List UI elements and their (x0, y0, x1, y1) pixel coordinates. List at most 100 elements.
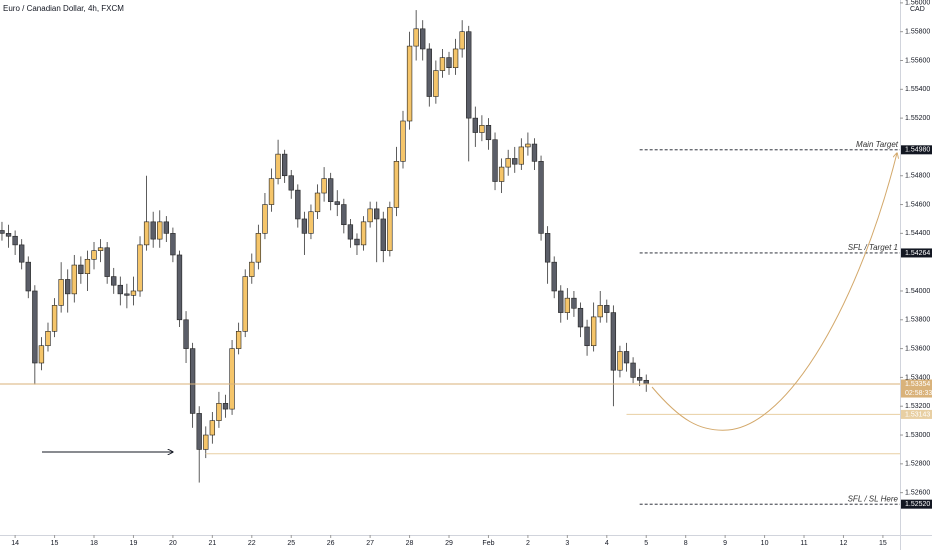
x-tick-label: 5 (644, 540, 648, 547)
level-label: SFL / Target 1 (848, 243, 898, 252)
candle-body (65, 279, 71, 295)
candle-body (544, 233, 551, 263)
candle-body (643, 379, 649, 385)
x-tick-label: 20 (169, 540, 177, 547)
candle-body (45, 331, 51, 347)
candle-body (525, 143, 531, 148)
candle-body (189, 348, 196, 414)
y-tick-label: 1.55400 (905, 86, 930, 93)
level-label: Main Target (856, 140, 899, 149)
y-tick-label: 1.55200 (905, 115, 930, 122)
candle-body (623, 351, 630, 364)
candle-body (374, 208, 380, 220)
x-tick-label: 19 (130, 540, 138, 547)
x-tick-label: 21 (208, 540, 216, 547)
candle-body (137, 244, 143, 292)
candle-body (5, 233, 12, 237)
candle-body (636, 377, 643, 381)
candle-body (242, 276, 248, 332)
candle-body (610, 312, 617, 371)
candle-body (78, 264, 84, 274)
candle-body (117, 284, 123, 295)
candle-body (97, 247, 104, 251)
candle-body (222, 403, 229, 410)
x-tick-label: 3 (565, 540, 569, 547)
candle-body (281, 153, 288, 177)
x-tick-label: Feb (482, 540, 494, 547)
candle-body (393, 161, 400, 208)
price-label: 1.53354 (905, 381, 930, 388)
candle-body (485, 125, 492, 141)
x-tick-label: 29 (445, 540, 453, 547)
candle-body (538, 161, 544, 234)
y-tick-label: 1.54600 (905, 201, 930, 208)
y-tick-label: 1.56000 (905, 0, 930, 7)
candle-body (413, 28, 419, 47)
y-tick-label: 1.55800 (905, 29, 930, 36)
candle-body (262, 204, 268, 234)
candle-body (341, 204, 347, 226)
candle-body (571, 297, 577, 309)
candle-body (12, 235, 18, 246)
candle-body (314, 192, 321, 213)
candle-body (498, 166, 505, 182)
candle-body (551, 261, 557, 292)
x-tick-label: 11 (800, 540, 807, 547)
y-tick-label: 1.54000 (905, 288, 930, 295)
y-tick-label: 1.53200 (905, 403, 930, 410)
candle-body (472, 117, 478, 133)
candle-body (630, 362, 636, 378)
candle-body (295, 189, 301, 220)
candle-body (446, 57, 452, 69)
x-tick-label: 2 (526, 540, 530, 547)
x-tick-label: 18 (90, 540, 98, 547)
candle-body (249, 261, 255, 277)
x-tick-label: 8 (684, 540, 688, 547)
candle-body (420, 28, 426, 50)
candle-body (558, 290, 564, 313)
x-tick-label: 12 (840, 540, 848, 547)
y-tick-label: 1.55600 (905, 57, 930, 64)
candle-body (597, 305, 603, 318)
candle-body (216, 403, 222, 421)
price-label-bg (901, 248, 932, 258)
candle-body (170, 233, 176, 256)
candle-body (209, 420, 216, 436)
price-label: 1.52520 (905, 501, 930, 508)
price-label-bg (901, 409, 932, 419)
x-tick-label: 22 (248, 540, 256, 547)
candle-body (104, 247, 110, 277)
candle-body (328, 178, 334, 202)
candle-body (111, 276, 117, 286)
x-tick-label: 26 (327, 540, 335, 547)
candle-body (492, 139, 498, 182)
candle-body (380, 218, 386, 251)
candle-body (51, 305, 58, 332)
x-tick-label: 28 (406, 540, 414, 547)
x-tick-label: 9 (723, 540, 727, 547)
candle-body (25, 261, 31, 292)
candle-body (334, 201, 340, 205)
price-label-bg (901, 379, 932, 398)
x-tick-label: 14 (11, 540, 19, 547)
plot-area (0, 10, 900, 505)
x-tick-label: 15 (51, 540, 59, 547)
candle-body (347, 224, 354, 240)
candle-body (32, 290, 38, 364)
price-label: 1.54264 (905, 250, 930, 257)
candle-body (229, 348, 235, 410)
candle-body (406, 45, 413, 122)
candle-body (308, 211, 314, 234)
price-label-bg (901, 145, 932, 155)
y-tick-label: 1.53600 (905, 345, 930, 352)
candle-body (58, 279, 64, 306)
candle-body (84, 258, 91, 274)
candle-body (617, 351, 623, 371)
candle-body (584, 326, 590, 347)
y-tick-label: 1.54400 (905, 230, 930, 237)
y-tick-label: 1.53400 (905, 374, 930, 381)
x-tick-label: 15 (879, 540, 887, 547)
candle-body (0, 230, 5, 234)
candle-body (531, 143, 538, 162)
